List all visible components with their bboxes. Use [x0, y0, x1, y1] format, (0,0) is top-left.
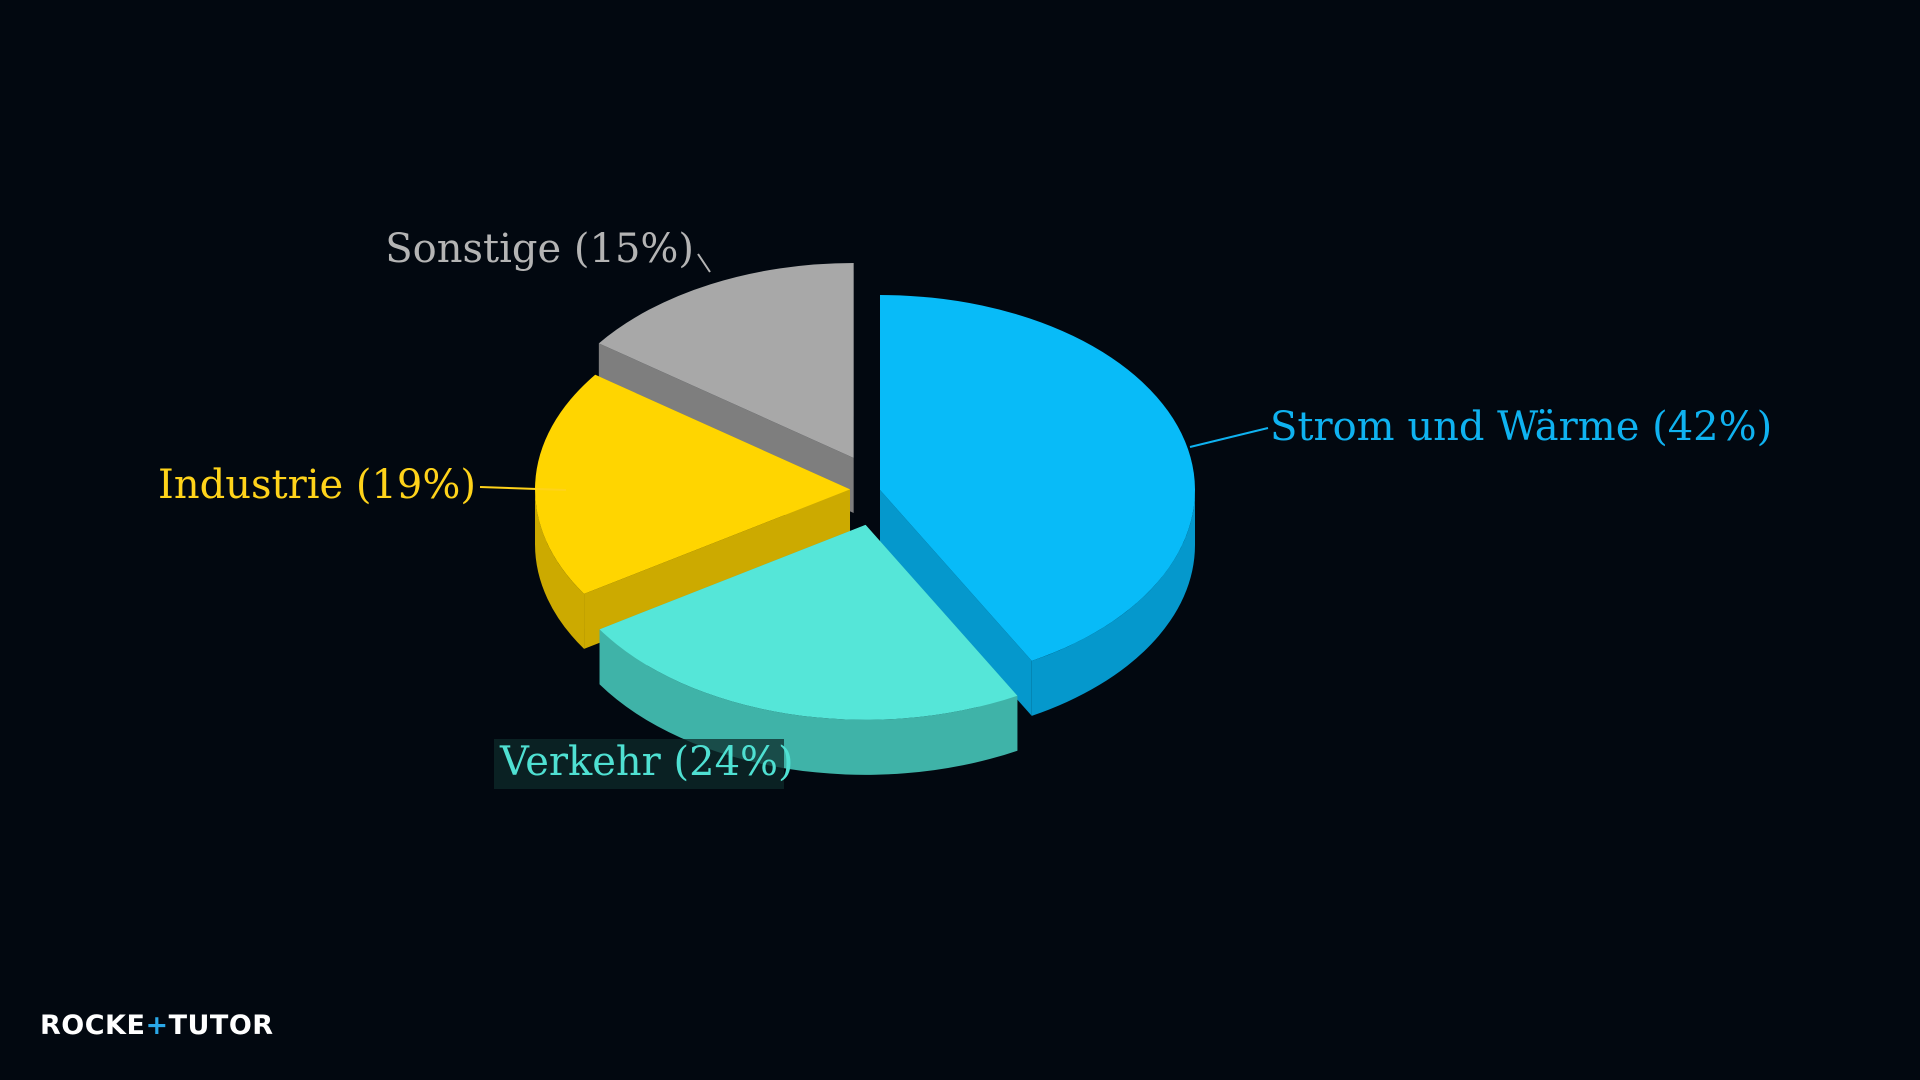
- pie-slice-sonstige: [598, 262, 854, 458]
- data-label-verkehr: Verkehr (24%): [499, 739, 794, 785]
- slice-2-outer-wall: [599, 629, 1018, 775]
- leader-line-industrie: [479, 486, 567, 491]
- leader-line-sonstige: [697, 253, 711, 273]
- label-box-verkehr: [494, 739, 784, 789]
- slice-1-radial-wall-2: [880, 490, 1032, 716]
- data-label-sonstige: Sonstige (15%): [385, 226, 694, 272]
- brand-plus-glyph: +: [145, 1010, 169, 1041]
- slice-3-radial-wall-1: [584, 489, 851, 649]
- brand-logo: ROCKE+TUTOR: [40, 1010, 274, 1041]
- slice-1-outer-wall: [1031, 490, 1195, 716]
- pie-top-layer: [535, 262, 1196, 720]
- data-label-strom-und-w-rme: Strom und Wärme (42%): [1270, 404, 1772, 450]
- label-layer: Strom und Wärme (42%) Verkehr (24%) Indust…: [158, 226, 1772, 789]
- leader-line-strom-und-w-rme: [1189, 427, 1269, 448]
- leader-line-layer: [479, 253, 1269, 491]
- data-label-industrie: Industrie (19%): [158, 462, 476, 508]
- pie-slice-industrie: [535, 374, 851, 594]
- pie-slice-strom-und-w-rme: [880, 295, 1196, 661]
- pie-slice-verkehr: [599, 524, 1018, 720]
- slice-3-outer-wall: [535, 489, 585, 649]
